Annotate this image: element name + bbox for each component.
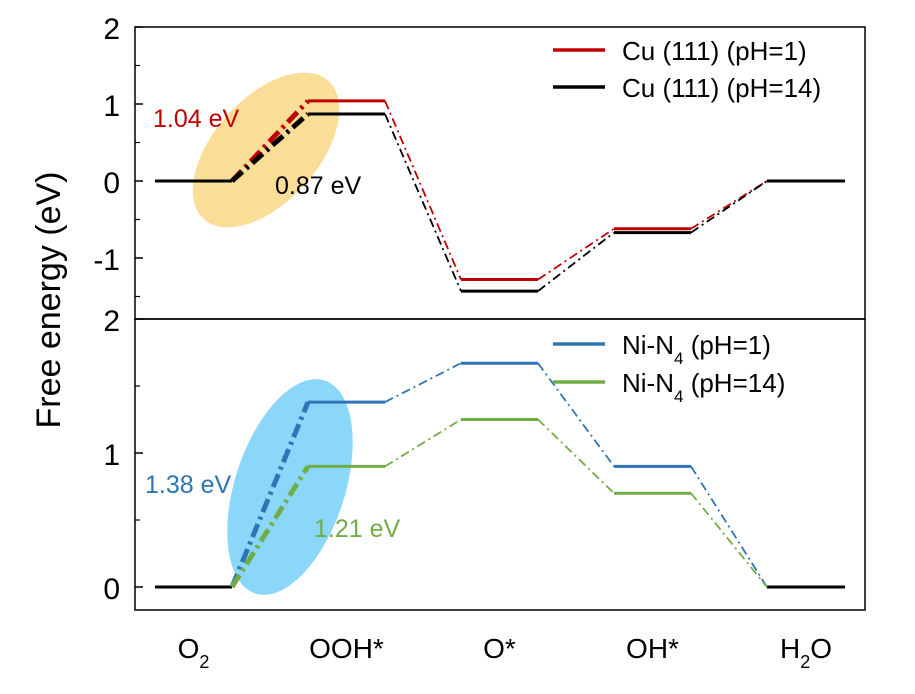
y-tick-label: 0	[103, 167, 120, 200]
x-tick-label: O2	[178, 633, 210, 672]
energy-barrier-label: 0.87 eV	[275, 172, 362, 200]
y-axis-label: Free energy (eV)	[30, 172, 68, 429]
top-panel: -1 0 1 2 Cu (111) (pH=1) Cu (111) (pH=14) 1.04…	[93, 13, 866, 320]
legend-label: Cu (111) (pH=1)	[622, 36, 807, 66]
step-connector	[230, 112, 310, 183]
step-connector	[690, 180, 768, 234]
step-connector	[537, 418, 615, 494]
step-connector	[537, 231, 615, 292]
y-tick-label: 1	[103, 90, 120, 123]
step-connector	[690, 465, 768, 588]
legend-label: Ni-N4 (pH=14)	[622, 368, 785, 406]
step-connector	[229, 465, 311, 589]
x-tick-label: H2O	[780, 633, 832, 672]
energy-barrier-label: 1.38 eV	[145, 471, 232, 499]
legend-label: Cu (111) (pH=14)	[622, 73, 821, 103]
step-connector	[384, 113, 462, 292]
highlight-ellipse	[227, 379, 353, 595]
step-connector	[384, 362, 462, 403]
y-tick-label: -1	[93, 244, 120, 277]
energy-barrier-label: 1.04 eV	[153, 105, 240, 133]
x-axis-tick-labels: O2 OOH* O* OH* H2O	[178, 633, 832, 672]
x-tick-label: O*	[483, 633, 516, 664]
legend-label: Ni-N4 (pH=1)	[622, 330, 771, 368]
step-connector	[690, 180, 768, 230]
step-connector	[690, 492, 768, 588]
bottom-panel: 0 1 2 Ni-N4 (pH=1)Ni-N4 (pH=14) 1.38 eV 1.21 …	[103, 305, 866, 611]
x-tick-label: OOH*	[309, 633, 384, 664]
step-connector	[384, 418, 462, 468]
y-tick-label: 0	[103, 573, 120, 606]
y-tick-label: 2	[103, 305, 120, 338]
step-connector	[229, 401, 311, 588]
panel-frame	[134, 318, 866, 611]
step-connector	[537, 227, 615, 281]
y-tick-label: 1	[103, 439, 120, 472]
x-tick-label: OH*	[626, 633, 679, 664]
y-tick-label: 2	[103, 13, 120, 46]
step-connector	[230, 99, 310, 183]
step-connector	[384, 100, 462, 280]
energy-barrier-label: 1.21 eV	[314, 515, 401, 543]
step-connector	[537, 362, 615, 467]
